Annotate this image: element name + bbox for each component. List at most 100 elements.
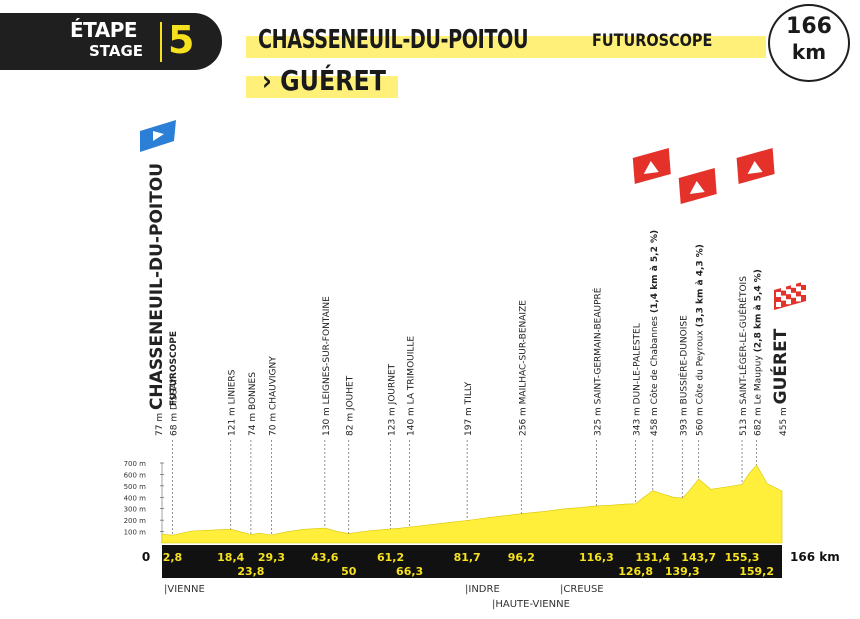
km-label: 50: [341, 565, 357, 578]
km-label: 139,3: [665, 565, 700, 578]
start-highlight: [246, 36, 766, 58]
distance-badge: [768, 4, 850, 82]
climb-label: 682 m Le Maupuy (2,8 km à 5,4 %): [754, 269, 764, 436]
waypoint-label: 343 m DUN-LE-PALESTEL: [633, 323, 643, 436]
y-tick-label: 600 m: [124, 471, 147, 479]
mountain-icon: [643, 161, 659, 174]
km-label: 18,4: [217, 551, 244, 564]
waypoint-label-group: 68 m DISSAY: [169, 377, 179, 436]
etape-label: ÉTAPE: [70, 18, 138, 42]
climb-label: 560 m Côte du Peyroux (3,3 km à 4,3 %): [695, 244, 706, 436]
y-tick-label: 300 m: [124, 506, 147, 514]
profile-area: [161, 464, 783, 544]
waypoint-label-group: 140 m LA TRIMOUILLE: [407, 336, 417, 436]
mountain-icon: [747, 161, 763, 174]
checker-square: [786, 299, 791, 305]
km-label: 143,7: [681, 551, 716, 564]
km-label: 66,3: [396, 565, 423, 578]
finish-town-title: › GUÉRET: [262, 64, 386, 97]
km-label: 61,2: [377, 551, 404, 564]
km-label: 43,6: [311, 551, 338, 564]
mountain-icon: [689, 181, 705, 194]
waypoint-label-group: 325 m SAINT-GERMAIN-BEAUPRÉ: [591, 287, 603, 436]
waypoint-label-group: 393 m BUSSIÈRE-DUNOISE: [677, 315, 689, 436]
checker-square: [796, 296, 801, 302]
waypoint-label: 325 m SAINT-GERMAIN-BEAUPRÉ: [591, 287, 603, 436]
distance-value: 166: [786, 14, 832, 39]
stage-label: STAGE: [89, 42, 144, 60]
km-label: 155,3: [725, 551, 760, 564]
climb-label: 458 m Côte de Chabannes (1,4 km à 5,2 %): [649, 230, 660, 436]
waypoint-label: 121 m LINIERS: [228, 369, 238, 436]
km-label: 96,2: [508, 551, 535, 564]
waypoint-label-group: 197 m TILLY: [464, 381, 474, 436]
waypoint-label-group: 682 m Le Maupuy (2,8 km à 5,4 %): [754, 269, 764, 436]
y-tick-label: 500 m: [124, 483, 147, 491]
elevation-profile-chart: 100 m 200 m 300 m 400 m 500 m 600 m 700 m 0 166 …: [124, 120, 840, 610]
waypoint-label-group: 455 m GUÉRET: [769, 328, 791, 436]
finish-highlight: [246, 76, 398, 98]
waypoint-label-group: 256 m MAILHAC-SUR-BENAIZE: [518, 300, 528, 436]
distance-unit: km: [791, 40, 827, 64]
waypoint-label-group: 123 m JOURNET: [388, 363, 398, 436]
start-town-subtitle: FUTUROSCOPE: [592, 31, 713, 51]
km-label: 131,4: [635, 551, 670, 564]
km-label: 2,8: [163, 551, 183, 564]
climb-detail: (3,3 km à 4,3 %): [696, 244, 706, 330]
waypoint-label-group: 343 m DUN-LE-PALESTEL: [633, 323, 643, 436]
checker-square: [801, 280, 806, 285]
department-label: |HAUTE-VIENNE: [492, 599, 570, 610]
start-subtitle-rotated: FUTUROSCOPE: [169, 331, 179, 406]
checker-square: [781, 295, 786, 301]
department-label: |CREUSE: [560, 584, 604, 595]
y-tick-label: 700 m: [124, 460, 147, 468]
km-bar: [162, 545, 782, 578]
stage-separator: [160, 22, 162, 62]
waypoint-label: 123 m JOURNET: [388, 363, 398, 436]
checker-square: [801, 290, 806, 295]
waypoint-label: 393 m BUSSIÈRE-DUNOISE: [677, 315, 689, 436]
stage-number: 5: [168, 18, 195, 62]
checker-square: [786, 289, 791, 295]
checker-square: [796, 286, 801, 292]
department-label: |VIENNE: [164, 584, 205, 595]
waypoint-label: 68 m DISSAY: [169, 377, 179, 436]
km-label: 116,3: [579, 551, 614, 564]
waypoint-label: 130 m LEIGNES-SUR-FONTAINE: [322, 296, 332, 436]
waypoint-label-group: 560 m Côte du Peyroux (3,3 km à 4,3 %): [695, 244, 706, 436]
km-label: 29,3: [258, 551, 285, 564]
waypoint-label: 140 m LA TRIMOUILLE: [407, 336, 417, 436]
checker-square: [776, 302, 781, 307]
y-tick-label: 200 m: [124, 517, 147, 525]
waypoint-label: 513 m SAINT-LÉGER-LE-GUÉRÉTOIS: [737, 276, 749, 436]
km-label: 126,8: [618, 565, 653, 578]
y-tick-label: 100 m: [124, 529, 147, 537]
km-label: 23,8: [237, 565, 264, 578]
y-tick-label: 400 m: [124, 494, 147, 502]
waypoint-label: 197 m TILLY: [464, 381, 474, 436]
waypoint-label-group: 121 m LINIERS: [228, 369, 238, 436]
waypoint-label-group: 130 m LEIGNES-SUR-FONTAINE: [322, 296, 332, 436]
km-label: 81,7: [454, 551, 481, 564]
waypoint-label-group: 70 m CHAUVIGNY: [268, 356, 278, 436]
waypoint-label: 70 m CHAUVIGNY: [268, 356, 278, 436]
start-town-title: CHASSENEUIL-DU-POITOU: [258, 25, 529, 55]
waypoint-label: 74 m BONNES: [248, 372, 258, 436]
waypoint-label: 455 m GUÉRET: [769, 328, 791, 436]
climb-detail: (1,4 km à 5,2 %): [650, 230, 660, 316]
stage-badge: [0, 13, 222, 70]
waypoint-label-group: 458 m Côte de Chabannes (1,4 km à 5,2 %): [649, 230, 660, 436]
finish-town-label: GUÉRET: [280, 64, 387, 97]
checker-square: [781, 285, 786, 291]
waypoint-label: 77 m CHASSENEUIL-DU-POITOU: [147, 163, 167, 436]
finish-arrow-icon: ›: [262, 64, 272, 97]
start-arrow-icon: [153, 131, 164, 141]
km-label: 159,2: [739, 565, 774, 578]
waypoint-label-group: 74 m BONNES: [248, 372, 258, 436]
department-label: |INDRE: [465, 584, 500, 595]
waypoint-label-group: 82 m JOUHET: [346, 375, 356, 436]
x-end-label: 166 km: [790, 550, 840, 564]
waypoint-label: 256 m MAILHAC-SUR-BENAIZE: [518, 300, 528, 436]
finish-town-rotated: GUÉRET: [769, 328, 791, 404]
